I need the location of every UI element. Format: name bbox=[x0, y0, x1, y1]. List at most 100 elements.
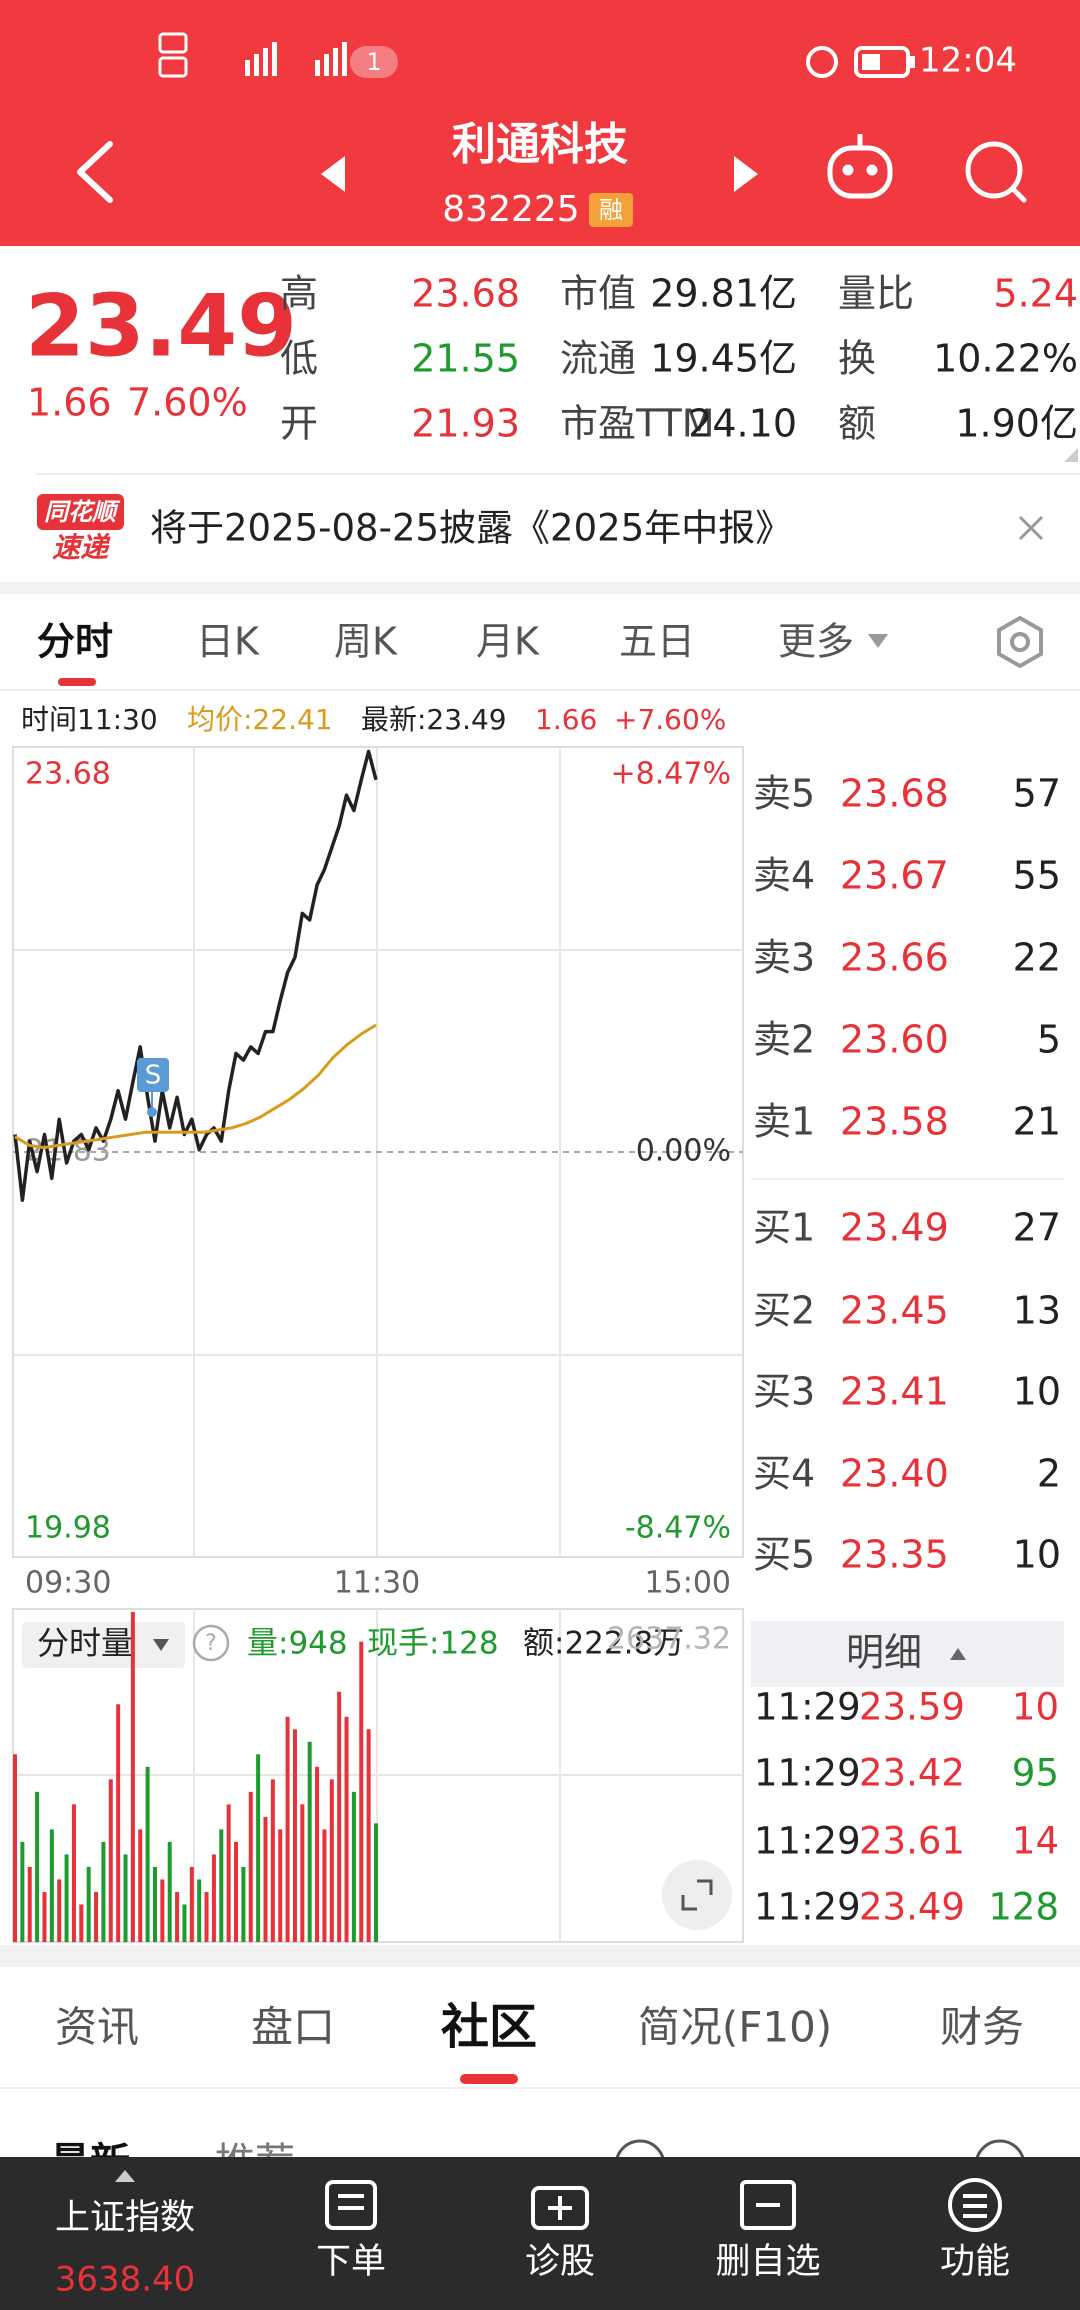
book-price: 23.67 bbox=[840, 854, 949, 898]
section-tab[interactable]: 财务 bbox=[940, 2003, 1024, 2052]
nav-bar: 上证指数 3638.40 下单 诊股 删自选 功能 bbox=[0, 2157, 1080, 2310]
back-button[interactable] bbox=[77, 141, 113, 203]
volume-bar bbox=[248, 1791, 253, 1942]
book-volume: 10 bbox=[1013, 1370, 1061, 1414]
volume-bar bbox=[167, 1841, 172, 1942]
more-arrow bbox=[868, 634, 888, 648]
stat-value: 10.22% bbox=[933, 337, 1078, 381]
book-label: 买3 bbox=[753, 1370, 815, 1414]
volume-bar bbox=[182, 1904, 187, 1942]
section-tab[interactable]: 资讯 bbox=[55, 2003, 139, 2052]
index-value: 3638.40 bbox=[55, 2260, 196, 2300]
expand-corner[interactable] bbox=[1064, 448, 1078, 462]
trade-time: 11:29 bbox=[754, 1686, 861, 1729]
help-icon[interactable] bbox=[192, 1624, 230, 1662]
book-label: 卖3 bbox=[753, 936, 815, 980]
volume-selector[interactable] bbox=[22, 1622, 185, 1668]
stat-label: 市值 bbox=[560, 272, 636, 316]
volume-bar bbox=[211, 1854, 216, 1942]
book-label: 卖5 bbox=[753, 772, 815, 816]
y-tick-label: 23.68 bbox=[25, 757, 111, 792]
nav-item[interactable]: 功能 bbox=[940, 2242, 1010, 2282]
signal-icons bbox=[158, 32, 347, 78]
book-label: 卖2 bbox=[753, 1018, 815, 1062]
signal-dot bbox=[147, 1107, 157, 1117]
trade-volume: 128 bbox=[988, 1886, 1059, 1929]
search-button[interactable] bbox=[965, 141, 1027, 203]
prev-stock[interactable] bbox=[321, 156, 345, 192]
trades-header-bg bbox=[751, 1621, 1064, 1687]
book-volume: 13 bbox=[1013, 1289, 1061, 1333]
volume-bar bbox=[366, 1729, 371, 1942]
notice-close[interactable] bbox=[1018, 515, 1044, 541]
volume-bar bbox=[374, 1823, 378, 1942]
book-volume: 21 bbox=[1013, 1100, 1061, 1144]
fullscreen-button[interactable] bbox=[662, 1860, 732, 1930]
book-label: 卖1 bbox=[753, 1100, 815, 1144]
stat-label: 量比 bbox=[838, 272, 914, 316]
stat-label: 流通 bbox=[560, 337, 636, 381]
volume-bar bbox=[175, 1891, 180, 1942]
avg-line bbox=[14, 1023, 377, 1150]
book-volume: 2 bbox=[1037, 1452, 1061, 1496]
trade-time: 11:29 bbox=[754, 1820, 861, 1863]
nav-item[interactable]: 下单 bbox=[316, 2242, 386, 2282]
margin-badge bbox=[589, 193, 633, 227]
nav-bg bbox=[0, 2157, 1080, 2310]
bottom-tab-underline bbox=[460, 2074, 518, 2084]
volume-bar bbox=[307, 1741, 312, 1942]
stat-value: 23.68 bbox=[411, 272, 520, 316]
chart-tab[interactable]: 分时 bbox=[37, 620, 113, 664]
y-tick-label: 19.98 bbox=[25, 1511, 111, 1546]
fullscreen-icon bbox=[681, 1879, 713, 1911]
stat-value: 19.45亿 bbox=[650, 337, 797, 381]
volume-bar bbox=[145, 1766, 150, 1942]
stat-value: 21.93 bbox=[411, 402, 520, 446]
chart-tab[interactable]: 日K bbox=[196, 620, 260, 664]
info-change: 1.66 bbox=[535, 703, 597, 736]
chart-tab[interactable]: 五日 bbox=[619, 620, 695, 664]
nav-item[interactable]: 删自选 bbox=[715, 2242, 820, 2282]
trade-time: 11:29 bbox=[754, 1752, 861, 1795]
volume-max-label: 2637.32 bbox=[607, 1622, 731, 1657]
volume-bar bbox=[42, 1891, 47, 1942]
settings-button[interactable] bbox=[997, 615, 1043, 669]
volume-bar bbox=[359, 1641, 364, 1942]
stat-label: 额 bbox=[838, 402, 876, 446]
book-price: 23.35 bbox=[840, 1533, 949, 1577]
settings-dot bbox=[1010, 632, 1030, 652]
brand-bottom: 速递 bbox=[52, 531, 111, 564]
nav-icons bbox=[325, 2178, 1002, 2232]
volume-bar bbox=[351, 1791, 356, 1942]
section-tab[interactable]: 简况(F10) bbox=[638, 2003, 832, 2052]
section-tab[interactable]: 社区 bbox=[441, 1999, 537, 2055]
chart-tab[interactable]: 月K bbox=[476, 620, 540, 664]
book-label: 买1 bbox=[753, 1206, 815, 1250]
volume-bar bbox=[94, 1891, 99, 1942]
chart-tab[interactable]: 更多 bbox=[778, 620, 854, 664]
volume-bar bbox=[123, 1854, 128, 1942]
volume-bar bbox=[263, 1816, 268, 1942]
trades-title: 明细 bbox=[846, 1631, 922, 1675]
chart-tab[interactable]: 周K bbox=[334, 620, 398, 664]
section-tab[interactable]: 盘口 bbox=[251, 2003, 335, 2052]
volume-bar bbox=[204, 1891, 209, 1942]
robot-button[interactable] bbox=[827, 134, 893, 199]
last-price: 23.49 bbox=[25, 276, 297, 376]
content-layer: 12:04 1 利通科技 832225 融 23.49 1.66 7.60% 高 23.68 市值 2… bbox=[13, 41, 1078, 2191]
book-volume: 55 bbox=[1013, 854, 1061, 898]
trade-volume: 14 bbox=[1012, 1820, 1059, 1863]
change: 1.66 bbox=[27, 381, 112, 425]
stat-label: 高 bbox=[280, 272, 318, 316]
signal-badge bbox=[137, 1058, 169, 1092]
next-stock[interactable] bbox=[734, 156, 758, 192]
volume-bar bbox=[27, 1866, 32, 1942]
brand-top: 同花顺 bbox=[44, 498, 121, 526]
volume-bar bbox=[35, 1791, 40, 1942]
nav-item[interactable]: 诊股 bbox=[525, 2242, 595, 2282]
book-label: 买4 bbox=[753, 1452, 815, 1496]
change-pct: 7.60% bbox=[127, 381, 248, 425]
y2-tick-label: +8.47% bbox=[611, 757, 731, 792]
trade-price: 23.59 bbox=[859, 1686, 965, 1729]
book-price: 23.41 bbox=[840, 1370, 949, 1414]
